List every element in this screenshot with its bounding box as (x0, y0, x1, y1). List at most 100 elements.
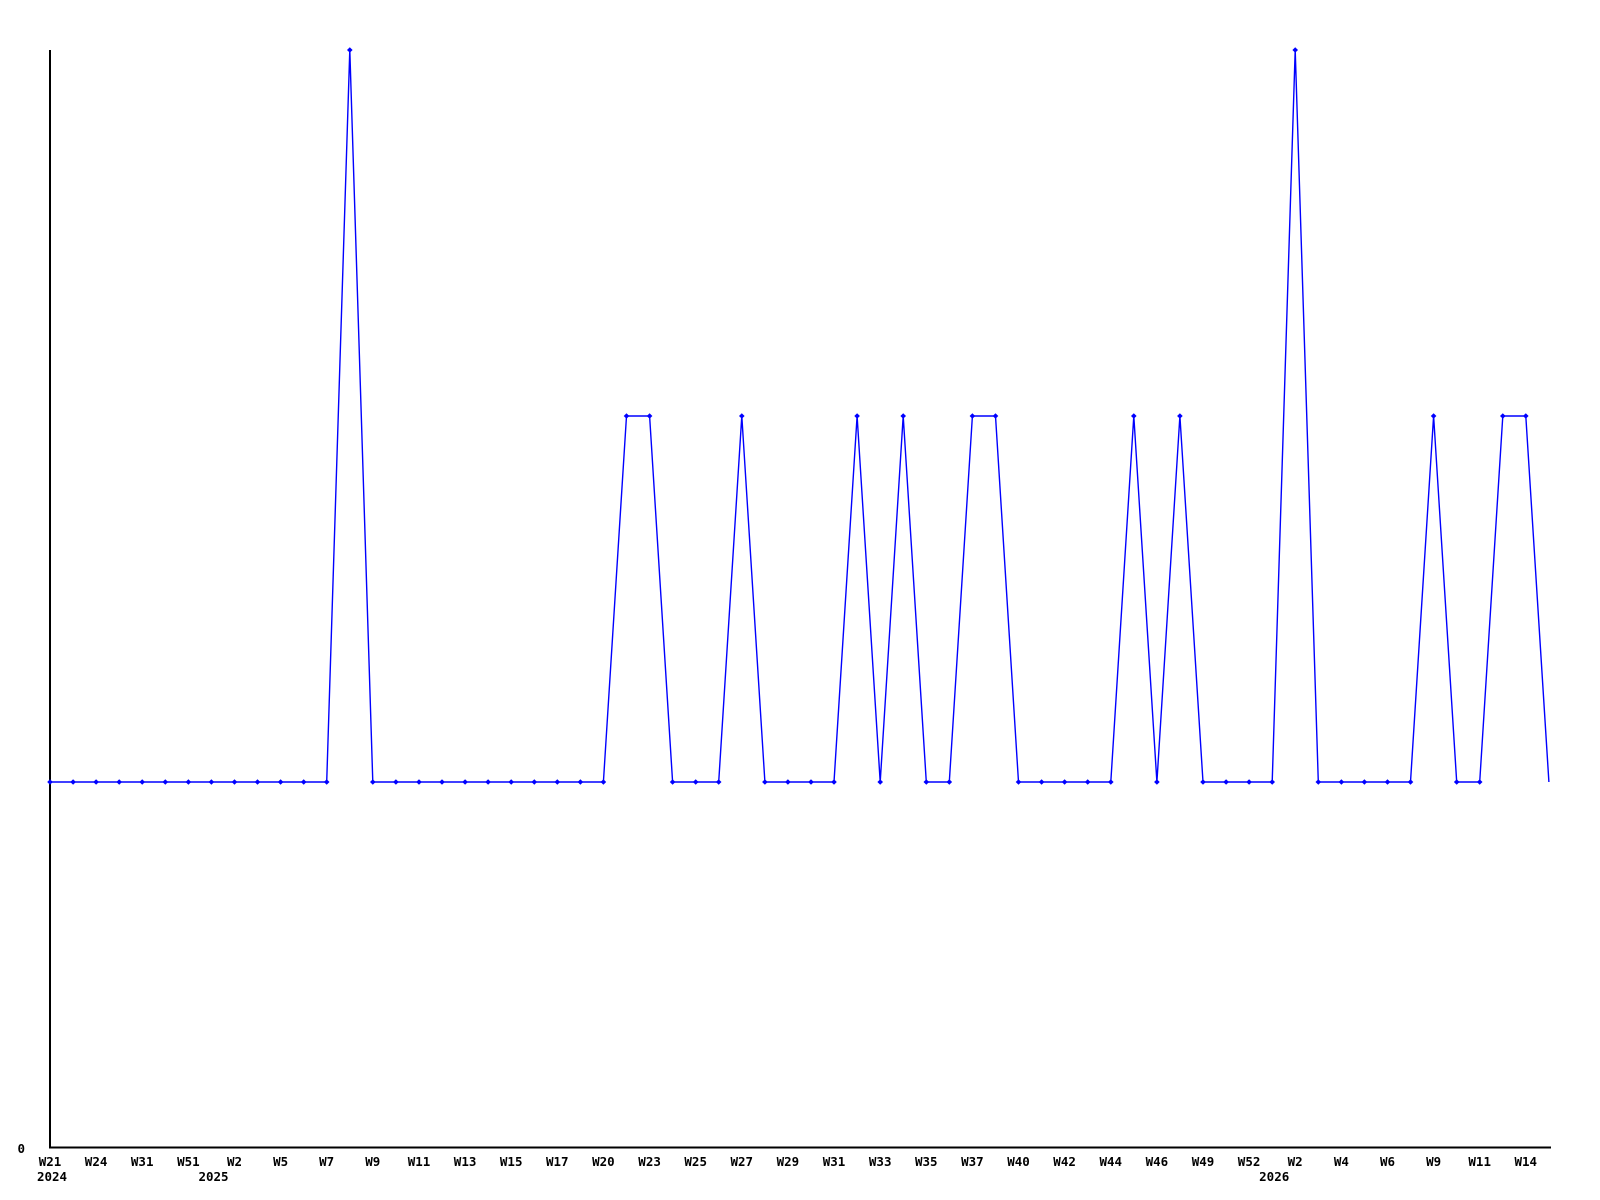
data-point-marker (439, 779, 445, 785)
data-series-line (50, 49, 1550, 783)
x-tick-label: W2 (227, 1154, 242, 1169)
data-point-marker (946, 779, 953, 785)
x-tick-label: W5 (273, 1154, 288, 1169)
x-tick-label: W9 (1426, 1154, 1441, 1169)
data-point-marker (208, 779, 215, 785)
x-tick-label: W31 (823, 1154, 846, 1169)
data-point-marker (808, 779, 814, 785)
data-point-marker (231, 779, 238, 785)
x-tick-label: W46 (1146, 1154, 1169, 1169)
data-point-marker (1015, 779, 1022, 785)
data-point-marker (485, 779, 491, 785)
x-tick-label: W20 (592, 1154, 615, 1169)
data-point-marker (70, 779, 76, 785)
data-point-marker (854, 413, 860, 419)
data-point-marker (1476, 779, 1483, 785)
data-point-marker (462, 779, 468, 785)
data-point-marker (692, 779, 699, 785)
data-point-marker (531, 779, 538, 785)
data-point-marker (93, 779, 99, 785)
x-tick-label: W21 (39, 1154, 62, 1169)
x-tick-label: W9 (365, 1154, 380, 1169)
data-point-marker (1084, 779, 1091, 785)
x-tick-label: W24 (85, 1154, 108, 1169)
data-point-marker (992, 413, 999, 419)
data-point-marker (1108, 779, 1114, 785)
x-tick-label: W37 (961, 1154, 984, 1169)
x-tick-label: W7 (319, 1154, 334, 1169)
data-point-marker (923, 779, 930, 785)
x-tick-label: W17 (546, 1154, 569, 1169)
x-tick-label: W14 (1515, 1154, 1538, 1169)
x-tick-label: W35 (915, 1154, 938, 1169)
data-point-marker (1453, 779, 1460, 785)
data-point-marker (1338, 779, 1345, 785)
data-point-marker (416, 779, 422, 785)
x-tick-label: W25 (684, 1154, 707, 1169)
x-tick-label: W42 (1053, 1154, 1076, 1169)
year-label: 2026 (1259, 1169, 1289, 1184)
data-point-marker (646, 413, 653, 419)
data-point-marker (831, 779, 837, 785)
data-point-marker (785, 779, 791, 785)
data-point-marker (393, 779, 399, 785)
data-point-marker (715, 779, 722, 785)
x-tick-label: W51 (177, 1154, 200, 1169)
data-point-marker (300, 779, 307, 785)
data-point-marker (623, 413, 630, 419)
data-point-marker (1269, 779, 1275, 785)
data-point-marker (1154, 779, 1160, 785)
x-tick-label: W4 (1334, 1154, 1349, 1169)
x-tick-label: W29 (777, 1154, 800, 1169)
year-label: 2025 (198, 1169, 228, 1184)
data-point-marker (600, 779, 607, 785)
x-tick-label: W6 (1380, 1154, 1395, 1169)
x-tick-label: W13 (454, 1154, 477, 1169)
data-point-marker (1200, 779, 1206, 785)
data-point-marker (277, 779, 284, 785)
data-point-marker (254, 779, 261, 785)
data-point-marker (1361, 779, 1368, 785)
data-point-marker (739, 413, 745, 419)
year-label: 2024 (37, 1169, 67, 1184)
data-point-marker (185, 779, 192, 785)
x-tick-label: W27 (731, 1154, 754, 1169)
x-tick-labels: W21 W24 W31 W51 W2 W5 W7 W9 W11 W13 W15 W17 W20 W23 W2… (39, 1154, 1537, 1169)
axes (49, 50, 1551, 1149)
data-point-marker (877, 779, 883, 785)
data-point-marker (577, 779, 584, 785)
x-tick-label: W23 (638, 1154, 661, 1169)
data-point-marker (1315, 779, 1322, 785)
data-point-marker (162, 779, 169, 785)
data-point-marker (1384, 779, 1391, 785)
x-tick-label: W33 (869, 1154, 892, 1169)
x-tick-label: W2 (1288, 1154, 1303, 1169)
data-point-marker (47, 779, 53, 785)
data-point-marker (1407, 779, 1414, 785)
x-tick-label: W31 (131, 1154, 154, 1169)
x-tick-label: W15 (500, 1154, 523, 1169)
data-point-marker (554, 779, 561, 785)
data-point-marker (347, 47, 353, 53)
year-labels: 2024 2025 2026 (37, 1169, 1289, 1184)
data-point-marker (370, 779, 376, 785)
data-point-marker (1430, 413, 1437, 419)
data-point-marker (323, 779, 330, 785)
x-tick-label: W11 (1468, 1154, 1491, 1169)
x-tick-label: W44 (1100, 1154, 1123, 1169)
x-tick-label: W40 (1007, 1154, 1030, 1169)
data-point-marker (900, 413, 906, 419)
data-point-marker (669, 779, 676, 785)
data-point-marker (1292, 47, 1298, 53)
data-point-marker (1523, 413, 1529, 419)
data-point-marker (139, 779, 145, 785)
data-point-markers (47, 47, 1529, 785)
data-point-marker (116, 779, 122, 785)
data-point-marker (1246, 779, 1252, 785)
x-tick-label: W52 (1238, 1154, 1261, 1169)
data-point-marker (1223, 779, 1229, 785)
x-tick-label: W49 (1192, 1154, 1215, 1169)
data-point-marker (1038, 779, 1045, 785)
